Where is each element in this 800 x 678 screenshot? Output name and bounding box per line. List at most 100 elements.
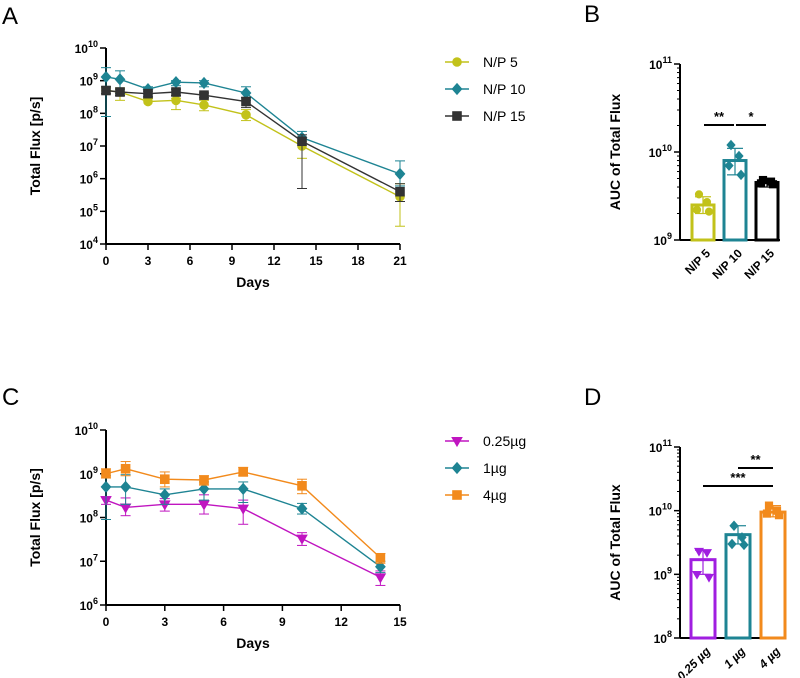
legend-label: 4µg bbox=[483, 487, 507, 503]
data-point bbox=[160, 474, 170, 485]
data-point bbox=[694, 190, 704, 199]
x-tick-label: 21 bbox=[393, 254, 407, 268]
y-tick-label: 1010 bbox=[75, 421, 98, 438]
legend-marker bbox=[452, 111, 462, 121]
data-point bbox=[241, 110, 251, 120]
data-point bbox=[238, 467, 248, 477]
data-point bbox=[241, 96, 251, 107]
data-point bbox=[100, 480, 112, 494]
data-point bbox=[704, 207, 714, 216]
data-point bbox=[296, 534, 308, 545]
data-point bbox=[199, 100, 209, 110]
data-point bbox=[702, 197, 712, 207]
bar-group-n-p-10 bbox=[722, 139, 748, 242]
y-axis-title: Total Flux [p/s] bbox=[27, 468, 43, 567]
significance-label: *** bbox=[730, 470, 746, 485]
legend-marker bbox=[451, 437, 463, 448]
data-point bbox=[115, 87, 125, 97]
data-point bbox=[171, 95, 181, 106]
data-point bbox=[764, 501, 774, 510]
data-point bbox=[143, 88, 153, 99]
data-point bbox=[739, 539, 749, 551]
x-axis-title: Days bbox=[236, 274, 270, 290]
x-tick-label: 9 bbox=[279, 615, 286, 629]
x-tick-label: 15 bbox=[309, 254, 323, 268]
bar bbox=[724, 533, 752, 640]
data-point bbox=[237, 482, 249, 496]
data-point bbox=[114, 73, 126, 86]
bar-group-n-p-5 bbox=[690, 190, 716, 242]
panel-letter-a: A bbox=[2, 3, 18, 30]
y-tick-label: 105 bbox=[80, 202, 98, 219]
data-point bbox=[120, 480, 131, 494]
bar bbox=[754, 181, 780, 242]
series-n-p-10: N/P 10 bbox=[100, 67, 526, 187]
x-tick-label: 12 bbox=[335, 615, 349, 629]
data-point bbox=[159, 488, 171, 501]
data-point bbox=[101, 468, 111, 479]
y-axis-title: AUC of Total Flux bbox=[607, 484, 623, 601]
x-tick-label: 0 bbox=[103, 615, 110, 629]
series-0-25-g: 0.25µg bbox=[100, 433, 526, 586]
x-tick-label: 6 bbox=[220, 615, 227, 629]
data-point bbox=[101, 85, 111, 96]
panel-c-line-chart: 106 107 108 109 1010 0 3 6 9 12 15 Days Total Flux [… bbox=[27, 421, 526, 651]
data-point bbox=[734, 150, 744, 162]
y-tick-label: 1010 bbox=[75, 39, 98, 56]
x-tick-label: 0 bbox=[103, 254, 110, 268]
panel-d-bar-chart: 108 109 1010 1011 AUC of Total Flux 0.25 µg 1 … bbox=[607, 438, 787, 678]
series-4-g: 4µg bbox=[101, 461, 507, 564]
data-point bbox=[375, 552, 386, 563]
y-tick-label: 108 bbox=[80, 104, 98, 121]
data-point bbox=[395, 186, 405, 197]
x-tick-label: N/P 15 bbox=[741, 246, 777, 282]
data-point bbox=[691, 570, 703, 580]
y-tick-label: 109 bbox=[80, 72, 98, 89]
data-point bbox=[199, 475, 209, 485]
data-point bbox=[119, 503, 132, 514]
data-point bbox=[701, 549, 713, 558]
data-point bbox=[297, 136, 307, 147]
data-point bbox=[394, 167, 406, 181]
legend-label: N/P 15 bbox=[483, 108, 526, 124]
x-tick-label: 12 bbox=[267, 254, 281, 268]
bar-group-n-p-15 bbox=[754, 175, 780, 242]
data-point bbox=[375, 560, 386, 573]
bar-group-1-g bbox=[724, 520, 752, 640]
data-point bbox=[171, 87, 181, 97]
bar-group-4-g bbox=[759, 501, 787, 640]
bar-group-0-25-g bbox=[689, 547, 717, 640]
y-tick-label: 108 bbox=[80, 509, 98, 526]
panel-a-line-chart: 104 105 106 107 108 109 1010 0 3 6 9 12 15 18 21 Days To… bbox=[27, 39, 526, 290]
series-n-p-15: N/P 15 bbox=[101, 85, 526, 202]
y-tick-label: 1010 bbox=[649, 143, 672, 160]
significance-label: * bbox=[748, 109, 754, 124]
legend-marker bbox=[452, 490, 462, 500]
legend-label: N/P 5 bbox=[483, 54, 518, 70]
y-tick-label: 109 bbox=[654, 565, 672, 582]
y-tick-label: 109 bbox=[80, 465, 98, 482]
y-tick-label: 1011 bbox=[649, 438, 672, 455]
data-point bbox=[237, 504, 250, 515]
significance-label: ** bbox=[714, 109, 725, 124]
y-tick-label: 104 bbox=[80, 235, 98, 252]
data-point bbox=[198, 76, 210, 90]
data-point bbox=[296, 502, 308, 515]
data-point bbox=[120, 463, 131, 474]
data-point bbox=[762, 509, 772, 518]
y-tick-label: 1010 bbox=[649, 502, 672, 519]
legend-marker bbox=[451, 461, 463, 475]
y-tick-label: 106 bbox=[80, 596, 98, 613]
data-point bbox=[198, 482, 210, 496]
data-point bbox=[198, 500, 210, 511]
x-tick-label: 4 µg bbox=[755, 644, 783, 672]
legend-marker bbox=[451, 82, 463, 96]
series-1-g: 1µg bbox=[100, 460, 507, 574]
legend-marker bbox=[452, 57, 462, 67]
significance-label: ** bbox=[750, 452, 761, 467]
bar bbox=[759, 510, 787, 640]
y-tick-label: 106 bbox=[80, 170, 98, 187]
y-axis-title: Total Flux [p/s] bbox=[27, 97, 43, 196]
